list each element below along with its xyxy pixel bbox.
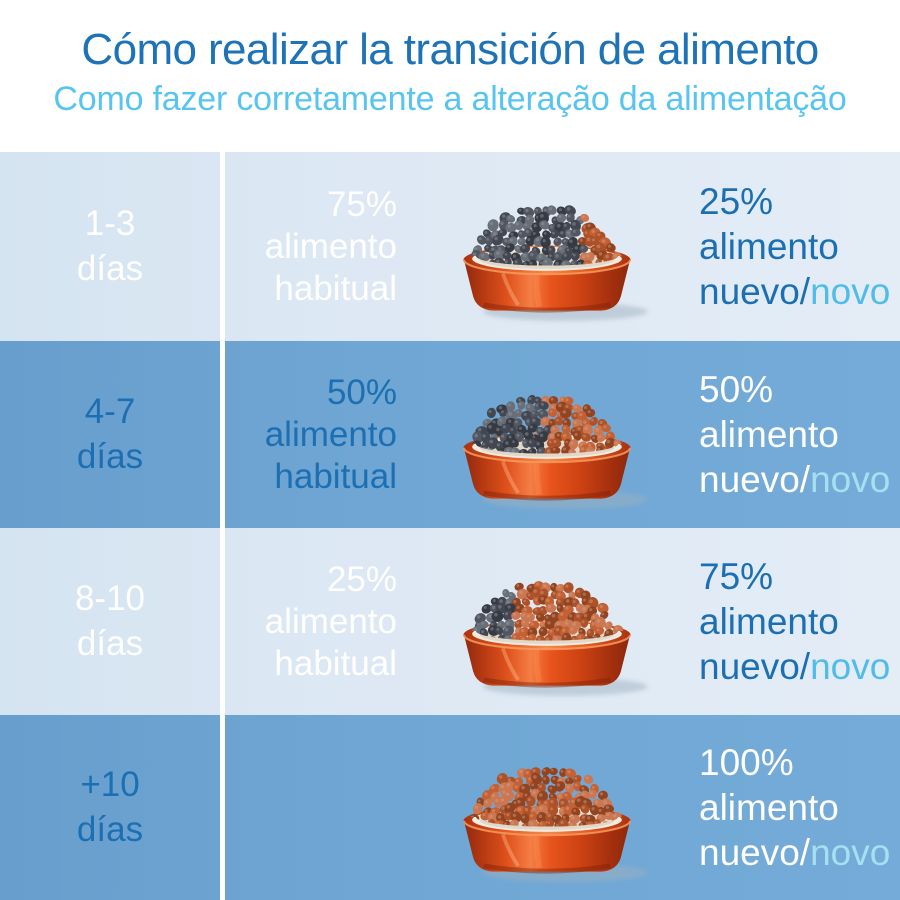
new-word-2: nuevo/novo bbox=[699, 830, 900, 875]
food-bowl-illustration bbox=[462, 580, 648, 696]
bowl-illustration-box bbox=[397, 167, 697, 327]
bowl-illustration-box bbox=[397, 542, 697, 702]
habitual-word-1: alimento bbox=[264, 226, 397, 266]
new-food-label: 75% alimento nuevo/novo bbox=[697, 554, 900, 689]
habitual-pct: 25% bbox=[326, 559, 397, 599]
days-cell: +10 días bbox=[0, 715, 225, 900]
new-word-1: alimento bbox=[699, 600, 839, 642]
row-content: 100% alimento nuevo/novo bbox=[225, 715, 900, 900]
new-label-es: nuevo/ bbox=[699, 832, 811, 874]
bowl-illustration-box bbox=[397, 728, 697, 888]
habitual-word-2: habitual bbox=[274, 456, 397, 496]
days-label: 1-3 días bbox=[77, 202, 143, 290]
habitual-word-1: alimento bbox=[264, 601, 397, 641]
header: Cómo realizar la transición de alimento … bbox=[0, 0, 900, 152]
new-label-pt: novo bbox=[810, 646, 891, 688]
habitual-food-label: 25% alimento habitual bbox=[225, 559, 397, 685]
food-bowl-illustration bbox=[462, 204, 648, 321]
food-bowl-illustration bbox=[462, 766, 648, 882]
page-subtitle: Como fazer corretamente a alteração da a… bbox=[53, 80, 847, 118]
days-label: +10 días bbox=[77, 763, 143, 851]
new-label-pt: novo bbox=[810, 271, 891, 313]
new-label-es: nuevo/ bbox=[699, 271, 811, 313]
days-label: 4-7 días bbox=[77, 390, 143, 478]
bowl-illustration-box bbox=[397, 355, 697, 515]
new-pct: 50% bbox=[699, 368, 774, 410]
habitual-word-1: alimento bbox=[264, 414, 397, 454]
transition-table: 1-3 días 75% alimento habitual 25% alime… bbox=[0, 152, 900, 900]
new-food-label: 25% alimento nuevo/novo bbox=[697, 179, 900, 314]
new-word-1: alimento bbox=[699, 786, 839, 828]
new-food-label: 100% alimento nuevo/novo bbox=[697, 740, 900, 875]
new-label-es: nuevo/ bbox=[699, 646, 811, 688]
days-cell: 1-3 días bbox=[0, 152, 225, 341]
habitual-pct: 50% bbox=[326, 372, 397, 412]
days-range: 4-7 bbox=[84, 392, 136, 432]
food-bowl-illustration bbox=[462, 394, 648, 509]
transition-row-days-10-plus: +10 días 100% alimento nuevo/novo bbox=[0, 715, 900, 900]
new-word-2: nuevo/novo bbox=[699, 644, 900, 689]
habitual-food-label: 50% alimento habitual bbox=[225, 372, 397, 498]
days-cell: 4-7 días bbox=[0, 341, 225, 528]
new-word-2: nuevo/novo bbox=[699, 269, 900, 314]
new-pct: 25% bbox=[699, 180, 774, 222]
days-unit: días bbox=[76, 809, 144, 849]
page-title: Cómo realizar la transición de alimento bbox=[81, 25, 819, 74]
new-pct: 100% bbox=[699, 741, 794, 783]
days-range: 1-3 bbox=[84, 204, 136, 244]
new-word-1: alimento bbox=[699, 225, 839, 267]
days-cell: 8-10 días bbox=[0, 528, 225, 715]
habitual-word-2: habitual bbox=[274, 268, 397, 308]
days-unit: días bbox=[76, 248, 144, 288]
transition-row-days-4-7: 4-7 días 50% alimento habitual 50% alime… bbox=[0, 341, 900, 528]
habitual-word-2: habitual bbox=[274, 643, 397, 683]
days-range: +10 bbox=[80, 765, 140, 805]
new-word-2: nuevo/novo bbox=[699, 457, 900, 502]
days-label: 8-10 días bbox=[75, 577, 145, 665]
days-unit: días bbox=[76, 436, 144, 476]
days-range: 8-10 bbox=[74, 579, 146, 619]
transition-row-days-8-10: 8-10 días 25% alimento habitual 75% alim… bbox=[0, 528, 900, 715]
habitual-pct: 75% bbox=[326, 184, 397, 224]
row-content: 50% alimento habitual 50% alimento nuevo… bbox=[225, 341, 900, 528]
new-pct: 75% bbox=[699, 555, 774, 597]
new-label-pt: novo bbox=[810, 832, 891, 874]
transition-row-days-1-3: 1-3 días 75% alimento habitual 25% alime… bbox=[0, 152, 900, 341]
new-word-1: alimento bbox=[699, 413, 839, 455]
row-content: 75% alimento habitual 25% alimento nuevo… bbox=[225, 152, 900, 341]
new-food-label: 50% alimento nuevo/novo bbox=[697, 367, 900, 502]
habitual-food-label: 75% alimento habitual bbox=[225, 184, 397, 310]
row-content: 25% alimento habitual 75% alimento nuevo… bbox=[225, 528, 900, 715]
days-unit: días bbox=[76, 623, 144, 663]
new-label-es: nuevo/ bbox=[699, 459, 811, 501]
new-label-pt: novo bbox=[810, 459, 891, 501]
